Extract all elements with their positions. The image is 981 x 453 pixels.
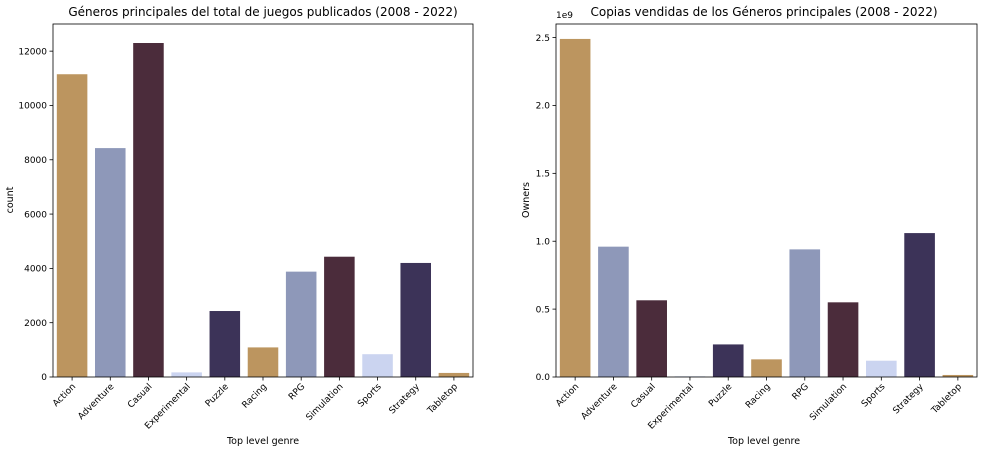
y-tick-label: 1.0 bbox=[536, 237, 551, 247]
x-tick-label: Tabletop bbox=[929, 382, 964, 417]
bar-action bbox=[56, 74, 88, 377]
bar-tabletop bbox=[438, 372, 470, 377]
chart-games-published: Géneros principales del total de juegos … bbox=[5, 5, 474, 447]
chart-title: Copias vendidas de los Géneros principal… bbox=[590, 5, 937, 19]
bar-sports bbox=[866, 360, 897, 377]
bar-adventure bbox=[95, 148, 126, 377]
bar-rpg bbox=[789, 249, 821, 377]
chart-title: Géneros principales del total de juegos … bbox=[68, 5, 457, 19]
x-tick-label: Adventure bbox=[580, 382, 620, 422]
bar-strategy bbox=[400, 262, 431, 377]
x-tick-label: RPG bbox=[791, 382, 811, 402]
y-tick-label: 2.0 bbox=[536, 102, 551, 112]
y-axis-label: Owners bbox=[521, 182, 532, 218]
bar-casual bbox=[133, 43, 164, 377]
x-tick-label: Sports bbox=[860, 382, 888, 410]
bar-puzzle bbox=[209, 311, 241, 377]
y-offset-label: 1e9 bbox=[556, 11, 573, 21]
y-tick-label: 10000 bbox=[18, 102, 47, 112]
plot-frame bbox=[52, 23, 474, 378]
plot-frame bbox=[555, 23, 978, 378]
bar-tabletop bbox=[942, 374, 974, 377]
bar-adventure bbox=[598, 246, 629, 377]
bar-simulation bbox=[324, 256, 355, 377]
x-tick-label: Action bbox=[51, 382, 78, 409]
bar-action bbox=[559, 38, 591, 377]
y-axis-label: count bbox=[5, 186, 16, 213]
x-tick-label: Puzzle bbox=[204, 382, 232, 410]
y-tick-label: 2000 bbox=[24, 319, 47, 329]
x-tick-label: Action bbox=[554, 382, 581, 409]
bar-rpg bbox=[285, 271, 317, 377]
bars bbox=[559, 38, 974, 377]
y-tick-label: 1.5 bbox=[536, 170, 550, 180]
y-ticks: 0 2000 4000 6000 8000 10000 12000 bbox=[18, 47, 53, 383]
x-tick-label: Simulation bbox=[305, 382, 346, 423]
bar-strategy bbox=[904, 233, 935, 377]
bar-simulation bbox=[827, 302, 859, 377]
y-tick-label: 6000 bbox=[24, 210, 47, 220]
y-tick-label: 0 bbox=[41, 373, 47, 383]
x-tick-label: Strategy bbox=[891, 382, 926, 417]
bar-sports bbox=[362, 354, 393, 377]
bar-experimental bbox=[171, 372, 202, 377]
y-ticks: 0.0 0.5 1.0 1.5 2.0 2.5 bbox=[536, 34, 556, 383]
x-tick-label: Simulation bbox=[808, 382, 849, 423]
bar-puzzle bbox=[712, 344, 744, 377]
y-tick-label: 4000 bbox=[24, 265, 47, 275]
x-tick-label: Racing bbox=[744, 382, 773, 411]
x-axis-label: Top level genre bbox=[727, 436, 800, 447]
y-tick-label: 0.0 bbox=[536, 373, 551, 383]
y-tick-label: 2.5 bbox=[536, 34, 550, 44]
y-tick-label: 8000 bbox=[24, 156, 47, 166]
bar-casual bbox=[636, 300, 667, 377]
y-tick-label: 12000 bbox=[18, 47, 47, 57]
bar-racing bbox=[751, 359, 782, 377]
bar-racing bbox=[247, 347, 279, 377]
x-tick-label: Sports bbox=[356, 382, 384, 410]
x-tick-label: RPG bbox=[287, 382, 307, 402]
x-tick-label: Racing bbox=[241, 382, 270, 411]
x-axis-label: Top level genre bbox=[226, 436, 299, 447]
x-tick-label: Tabletop bbox=[425, 382, 460, 417]
chart-copies-sold: Copias vendidas de los Géneros principal… bbox=[521, 5, 978, 447]
x-tick-label: Casual bbox=[629, 382, 657, 410]
x-tick-label: Casual bbox=[126, 382, 154, 410]
x-tick-label: Adventure bbox=[76, 382, 116, 422]
x-tick-label: Strategy bbox=[388, 382, 423, 417]
x-tick-label: Puzzle bbox=[707, 382, 735, 410]
y-tick-label: 0.5 bbox=[536, 305, 550, 315]
bars bbox=[56, 43, 470, 377]
